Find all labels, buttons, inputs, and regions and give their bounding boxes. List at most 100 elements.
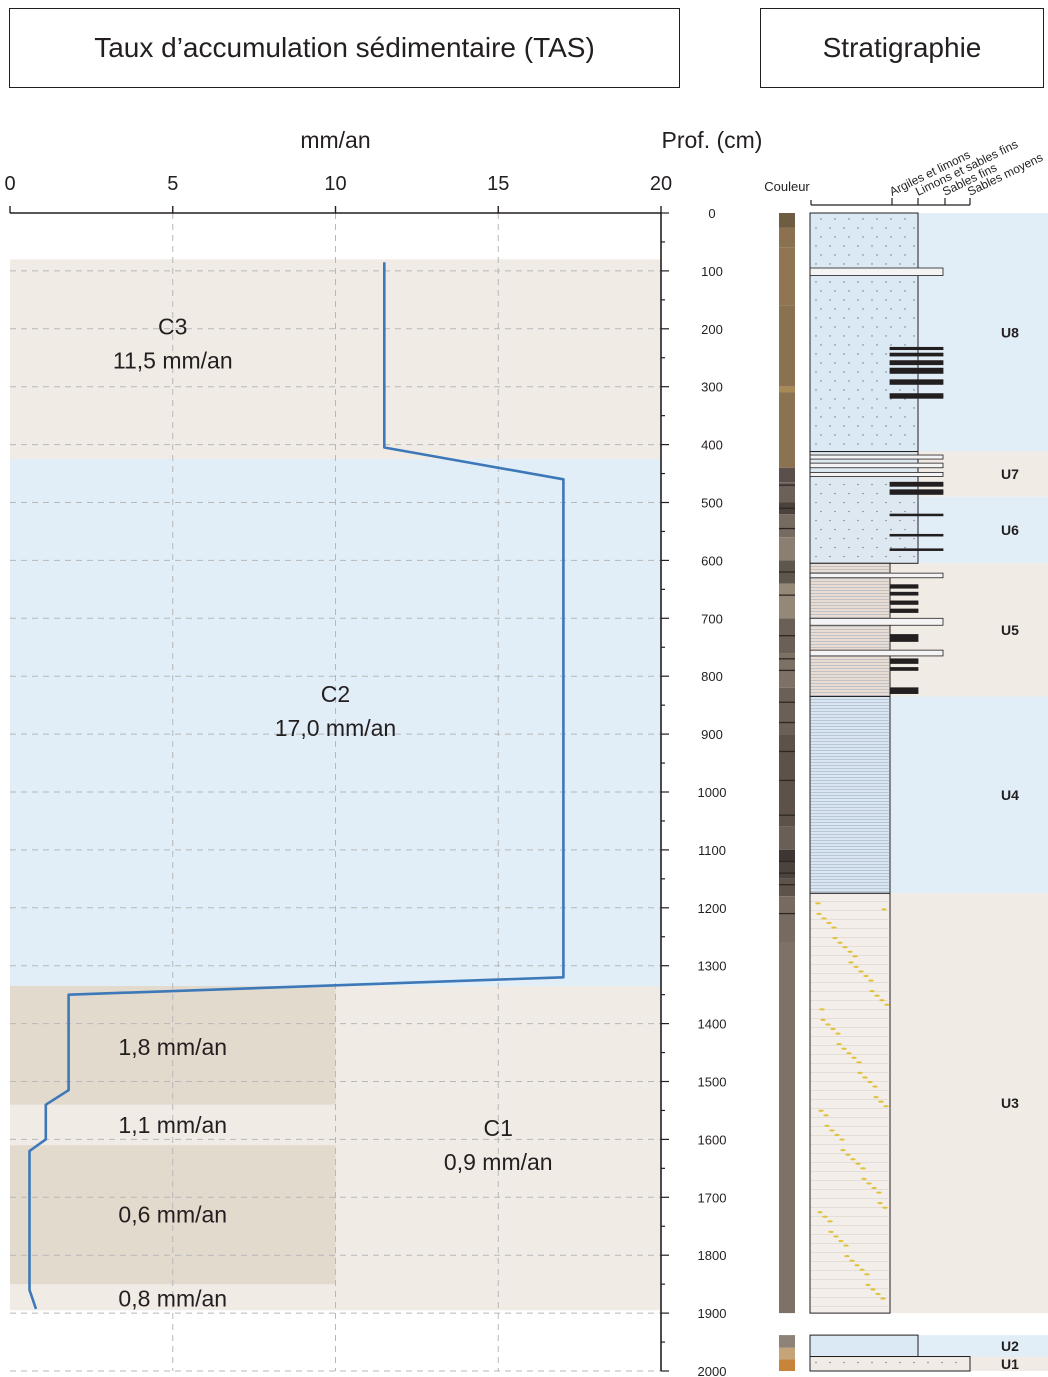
lithology-dot (890, 344, 892, 346)
lithology-dot (871, 519, 873, 522)
lithology-dot (843, 537, 845, 540)
lithology-dot (848, 398, 850, 400)
lithology-dot (913, 227, 915, 229)
sand-interbed-2 (889, 352, 944, 357)
sand-grain (828, 1230, 834, 1233)
lithology-dot (834, 236, 836, 238)
lithology-dot (885, 519, 887, 522)
sand-grain (826, 921, 832, 925)
stratigraphy-title: Stratigraphie (822, 32, 982, 63)
lithology-dot (871, 483, 873, 486)
lithology-dot (843, 353, 845, 355)
lithology-dot (843, 483, 845, 486)
sand-grain (834, 1133, 840, 1137)
lithology-dot (899, 1361, 901, 1364)
lithology-dot (885, 353, 887, 355)
lithology-block-6 (809, 1356, 971, 1372)
lithology-dot (815, 537, 817, 540)
sand-grain (878, 1100, 884, 1103)
tas-title: Taux d’accumulation sédimentaire (TAS) (94, 32, 595, 63)
lithology-dot (955, 1361, 957, 1364)
sand-grain (836, 1043, 842, 1046)
lithology-dot (815, 317, 817, 319)
color-core-segment-9 (779, 514, 795, 538)
lithology-dot (885, 555, 887, 558)
lithology-dot (862, 416, 864, 418)
lithology-dot (890, 416, 892, 418)
sand-grain (827, 1220, 833, 1223)
annotation-r08-line-0: 0,8 mm/an (118, 1286, 227, 1312)
lithology-dot (899, 425, 901, 427)
lithology-dot (834, 398, 836, 400)
sand-grain (819, 1008, 825, 1011)
lithology-dot (848, 510, 850, 513)
y-tick-label-900: 900 (701, 727, 723, 742)
y-tick-label-100: 100 (701, 264, 723, 279)
lithology-dot (871, 555, 873, 558)
sand-grain (832, 937, 838, 940)
lithology-dot (857, 407, 859, 409)
sand-grain (847, 950, 853, 953)
annotation-r06-line-0: 0,6 mm/an (118, 1202, 227, 1228)
lithology-dot (829, 299, 831, 301)
lithology-dot (871, 281, 873, 283)
lithology-dot (815, 227, 817, 229)
lithology-dot (857, 1361, 859, 1364)
lithology-dot (899, 537, 901, 540)
lithology-dot (885, 371, 887, 373)
lithology-dot (871, 317, 873, 319)
lithology-dot (871, 227, 873, 229)
lithology-dot (820, 398, 822, 400)
sand-interbed-19 (889, 608, 919, 613)
unit-label-u8: U8 (1001, 324, 1019, 340)
y-tick-label-700: 700 (701, 611, 723, 626)
lithology-dot (862, 434, 864, 436)
lithology-dot (815, 353, 817, 355)
lithology-dot (862, 344, 864, 346)
y-tick-label-300: 300 (701, 380, 723, 395)
lithology-dot (843, 371, 845, 373)
y-tick-label-1200: 1200 (698, 901, 727, 916)
sand-grain (866, 1182, 872, 1185)
color-core-segment-1 (779, 227, 795, 248)
lithology-dot (815, 443, 817, 445)
lithology-dot (857, 443, 859, 445)
lithology-dot (876, 416, 878, 418)
sand-grain (883, 1105, 889, 1108)
lithology-dot (834, 290, 836, 292)
lithology-dot (871, 425, 873, 427)
lithology-dot (815, 1361, 817, 1364)
color-core-segment-0 (779, 213, 795, 228)
y-tick-label-200: 200 (701, 322, 723, 337)
annotation-c1-line-0: C1 (484, 1115, 513, 1141)
y-tick-label-1700: 1700 (698, 1190, 727, 1205)
lithology-dot (890, 528, 892, 531)
lithology-dot (843, 299, 845, 301)
lithology-dot (829, 483, 831, 486)
annotation-c1-line-1: 0,9 mm/an (444, 1149, 553, 1175)
lithology-dot (834, 380, 836, 382)
lithology-dot (876, 254, 878, 256)
lithology-dot (899, 443, 901, 445)
sand-grain (825, 1023, 831, 1026)
lithology-block-4 (809, 892, 891, 1314)
lithology-dot (876, 326, 878, 328)
sand-grain (821, 917, 827, 920)
lithology-block-2 (809, 562, 891, 697)
sand-interbed-24 (889, 667, 919, 671)
lithology-dot (829, 1361, 831, 1364)
lithology-dot (857, 389, 859, 391)
lithology-dot (843, 425, 845, 427)
sand-interbed-5 (889, 379, 944, 385)
sand-interbed-6 (889, 393, 944, 399)
lithology-dot (871, 443, 873, 445)
lithology-dot (857, 227, 859, 229)
lithology-dot (913, 389, 915, 391)
y-tick-label-500: 500 (701, 496, 723, 511)
sand-grain (874, 994, 880, 997)
lithology-dot (848, 326, 850, 328)
sand-grain (852, 955, 858, 958)
color-core-segment-6 (779, 467, 795, 483)
